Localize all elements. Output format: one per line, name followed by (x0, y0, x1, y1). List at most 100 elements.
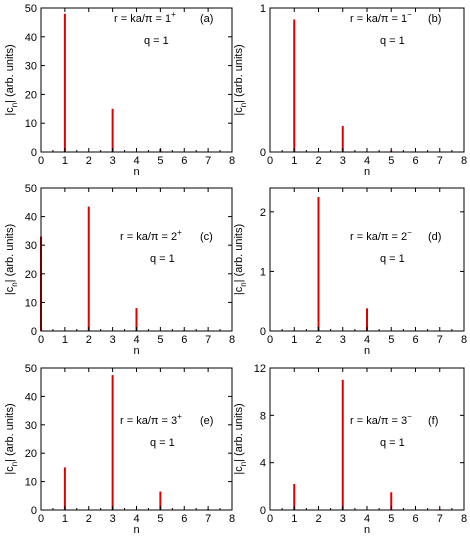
plot-frame (269, 7, 465, 153)
annotation-r: r = ka/π = 2− (350, 228, 412, 243)
annotation-r: r = ka/π = 1+ (114, 10, 176, 25)
x-tick-label: 2 (315, 513, 321, 525)
x-tick-label: 3 (340, 155, 346, 167)
y-tick-label: 4 (260, 458, 266, 470)
x-tick-label: 0 (38, 334, 44, 346)
x-tick-label: 2 (86, 334, 92, 346)
panel-label: (b) (428, 13, 441, 25)
x-axis-title: n (133, 524, 139, 536)
x-tick-label: 7 (205, 513, 211, 525)
x-tick-label: 0 (267, 155, 273, 167)
annotation-q: q = 1 (150, 437, 175, 449)
annotation-q: q = 1 (380, 35, 405, 47)
y-tick-label: 12 (254, 363, 266, 375)
chart-panel-b: 0 1 2 3 4 5 6 7 8 0 1 n |cn| (arb. units) r = ka/π = … (233, 3, 467, 178)
y-tick-label: 30 (25, 240, 37, 252)
x-tick-label: 1 (291, 334, 297, 346)
y-tick-label: 40 (25, 212, 37, 224)
x-tick-label: 5 (157, 155, 163, 167)
x-tick-label: 3 (110, 334, 116, 346)
x-tick-label: 3 (110, 155, 116, 167)
x-tick-label: 1 (291, 513, 297, 525)
x-tick-label: 4 (364, 155, 370, 167)
x-tick-label: 6 (181, 155, 187, 167)
y-tick-label: 1 (260, 266, 266, 278)
y-tick-label: 40 (25, 391, 37, 403)
plot-frame (40, 367, 233, 511)
x-tick-label: 0 (267, 334, 273, 346)
x-axis-title: n (364, 166, 370, 178)
y-tick-label: 10 (25, 118, 37, 130)
x-tick-label: 8 (461, 155, 467, 167)
x-tick-label: 1 (291, 155, 297, 167)
x-tick-label: 2 (315, 334, 321, 346)
x-tick-label: 8 (229, 334, 235, 346)
panel-label: (e) (200, 415, 213, 427)
x-tick-label: 0 (38, 155, 44, 167)
annotation-q: q = 1 (144, 35, 169, 47)
x-tick-label: 6 (181, 513, 187, 525)
x-tick-label: 6 (412, 155, 418, 167)
x-tick-label: 4 (133, 155, 139, 167)
x-tick-label: 2 (86, 155, 92, 167)
x-tick-label: 2 (86, 513, 92, 525)
x-tick-label: 4 (364, 334, 370, 346)
x-tick-label: 7 (437, 155, 443, 167)
x-tick-label: 8 (229, 513, 235, 525)
plot-frame (40, 7, 233, 153)
x-tick-label: 8 (229, 155, 235, 167)
x-tick-label: 1 (62, 334, 68, 346)
y-tick-label: 20 (25, 269, 37, 281)
annotation-r: r = ka/π = 2+ (120, 228, 182, 243)
panel-label: (f) (428, 415, 438, 427)
x-tick-label: 1 (62, 155, 68, 167)
plot-frame (269, 367, 465, 511)
y-tick-label: 0 (260, 505, 266, 517)
x-tick-label: 0 (38, 513, 44, 525)
y-axis-title: |cn| (arb. units) (233, 403, 248, 474)
x-tick-label: 8 (461, 513, 467, 525)
annotation-q: q = 1 (380, 253, 405, 265)
annotation-q: q = 1 (150, 253, 175, 265)
y-axis-title: |cn| (arb. units) (4, 403, 19, 474)
y-tick-label: 2 (260, 207, 266, 219)
x-tick-label: 7 (205, 334, 211, 346)
chart-panel-e: 0 1 2 3 4 5 6 7 8 0 10 20 30 40 50 n |cn| (arb. units) r … (4, 363, 235, 536)
y-tick-label: 0 (260, 147, 266, 159)
y-tick-label: 0 (31, 147, 37, 159)
y-tick-label: 20 (25, 89, 37, 101)
x-tick-label: 3 (340, 513, 346, 525)
annotation-r: r = ka/π = 3+ (120, 412, 182, 427)
x-tick-label: 6 (412, 513, 418, 525)
x-tick-label: 8 (461, 334, 467, 346)
y-tick-label: 20 (25, 448, 37, 460)
panel-label: (a) (200, 13, 213, 25)
y-axis-title: |cn| (arb. units) (233, 44, 248, 115)
y-axis-title: |cn| (arb. units) (233, 224, 248, 295)
x-tick-label: 7 (437, 513, 443, 525)
x-tick-label: 5 (157, 334, 163, 346)
annotation-r: r = ka/π = 1− (350, 10, 412, 25)
x-axis-title: n (133, 166, 139, 178)
y-tick-label: 10 (25, 297, 37, 309)
annotation-q: q = 1 (380, 437, 405, 449)
y-axis-title: |cn| (arb. units) (4, 224, 19, 295)
y-tick-label: 0 (31, 326, 37, 338)
y-axis-title: |cn| (arb. units) (4, 44, 19, 115)
x-tick-label: 5 (388, 334, 394, 346)
x-tick-label: 1 (62, 513, 68, 525)
x-tick-label: 7 (437, 334, 443, 346)
x-tick-label: 3 (340, 334, 346, 346)
x-tick-label: 5 (157, 513, 163, 525)
y-tick-label: 50 (25, 363, 37, 375)
y-tick-label: 50 (25, 183, 37, 195)
y-tick-label: 10 (25, 477, 37, 489)
x-tick-label: 6 (181, 334, 187, 346)
x-tick-label: 5 (388, 155, 394, 167)
y-tick-label: 1 (260, 3, 266, 15)
chart-panel-d: 0 1 2 3 4 5 6 7 8 0 1 2 n |cn| (arb. units) r = ka/π =… (233, 187, 467, 357)
x-tick-label: 3 (110, 513, 116, 525)
y-tick-label: 0 (31, 505, 37, 517)
